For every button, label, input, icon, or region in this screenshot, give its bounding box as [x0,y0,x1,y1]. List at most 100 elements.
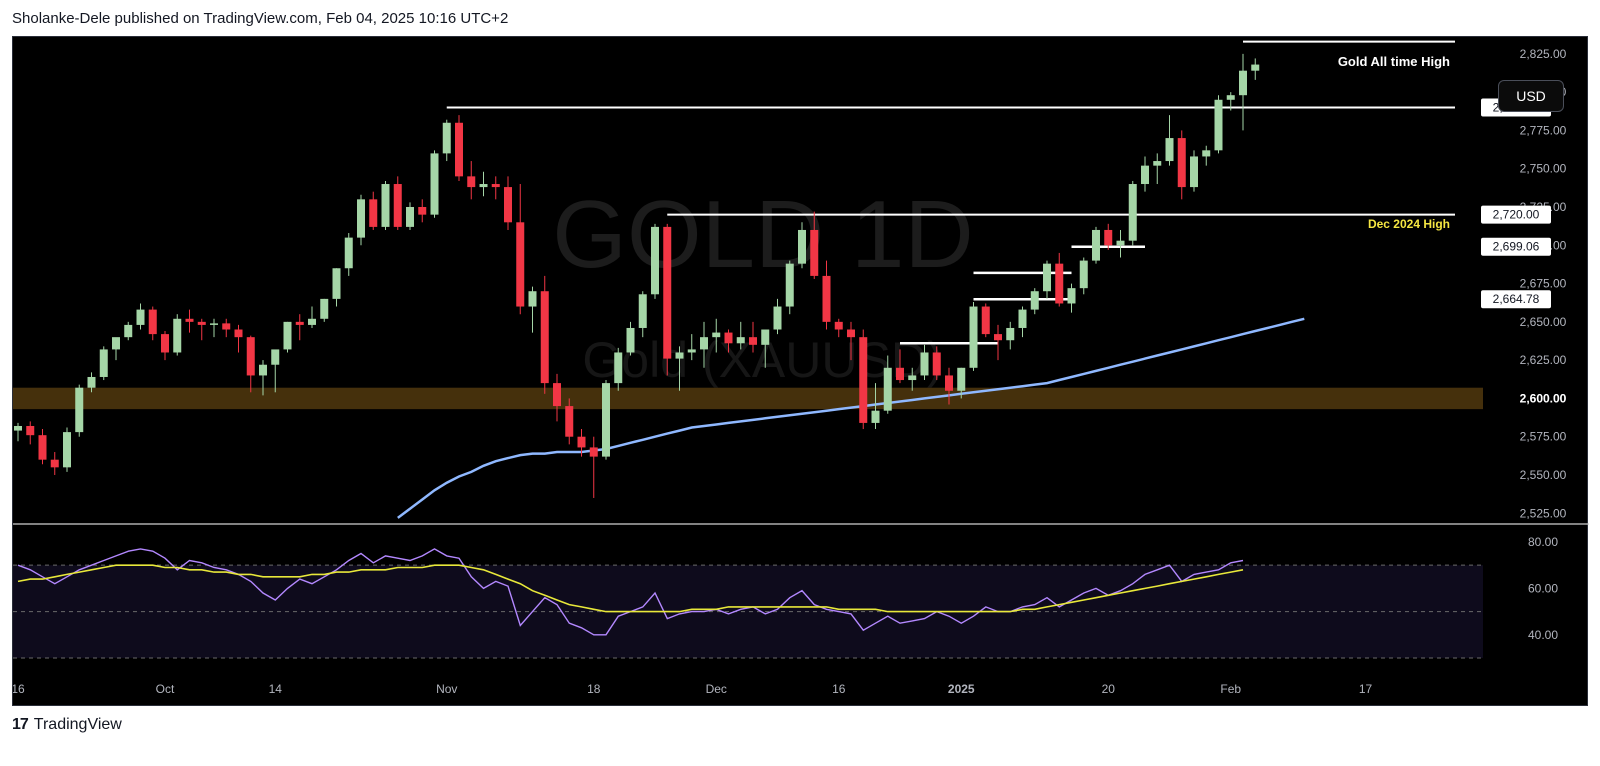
candle-body [295,321,304,325]
x-tick-label: Feb [1220,682,1241,696]
candle [1092,226,1100,264]
y-tick-label: 2,625.00 [1520,353,1567,367]
rsi-ma-line [17,564,1244,613]
candle-body [577,436,586,448]
candle-body [994,334,1002,341]
rsi-tick-label: 60.00 [1528,581,1558,595]
candle-body [1153,161,1162,166]
tradingview-logo-icon: 17 [12,716,29,733]
candle [50,452,59,475]
candle-body [1128,184,1137,241]
candle-body [528,291,537,307]
candle-body [1055,263,1064,304]
candle-body [418,206,427,215]
candle [1079,257,1088,295]
candle-body [75,387,84,433]
candle [26,421,35,445]
candle-body [663,226,672,359]
candle [847,321,855,361]
candle-body [798,229,806,264]
candle-body [14,425,22,431]
candle [810,211,819,279]
candle [136,303,145,330]
candle-body [712,332,721,338]
candle [651,223,659,299]
candle-body [626,327,635,353]
candle [1202,145,1211,166]
tradingview-footer[interactable]: 17 TradingView [12,716,122,734]
candle [883,355,892,414]
candle [589,436,598,498]
candle [455,115,463,181]
price-label: 2,699.06 [1493,240,1540,254]
candle [161,331,169,361]
y-tick-label: 2,550.00 [1520,468,1567,482]
candle [430,150,439,218]
candle [687,334,696,361]
candle-body [406,206,414,227]
candle-body [504,187,512,223]
candle [614,347,623,391]
candle [259,360,267,396]
price-label-2600: 2,600.00 [1520,391,1567,405]
candle-body [565,406,574,437]
candle-body [761,329,770,345]
candle [761,329,770,368]
y-tick-label: 2,650.00 [1520,315,1567,329]
chart-container[interactable]: GOLD 1D Gold (XAUUSD) 2,525.00 2,550.00 2,5… [11,36,1589,707]
candle-body [932,352,941,376]
candle [749,321,757,353]
currency-button[interactable]: USD [1498,80,1564,112]
candle-body [173,318,182,353]
candle [700,321,708,368]
candle-body [834,321,843,330]
candle [675,346,684,391]
candle [112,337,120,361]
candle [344,233,353,276]
candle [467,161,476,200]
candle-body [1018,309,1027,328]
y-tick-label: 2,675.00 [1520,277,1567,291]
candle [308,306,316,328]
candle [1239,53,1247,131]
candle-body [516,222,525,307]
candle [222,318,231,338]
candle-body [847,329,855,338]
candle-body [773,306,782,330]
y-tick-label: 2,575.00 [1520,430,1567,444]
candle-body [1177,138,1186,188]
candle-body [26,425,35,436]
candle-body [1043,263,1051,292]
candle [1251,58,1260,80]
candle-body [1251,64,1260,71]
candle [1006,321,1015,350]
candle-body [896,367,904,381]
candle-body [602,383,610,457]
y-tick-label: 2,525.00 [1520,506,1567,520]
candle [553,373,561,422]
candle-body [271,349,280,365]
candle-body [455,122,463,177]
candle-body [344,237,353,269]
price-label-box: 2,699.06 [1481,237,1551,256]
rsi-tick-label: 40.00 [1528,628,1558,642]
candle-body [332,268,341,299]
candle [442,119,451,162]
candle-body [724,332,733,344]
candle-body [700,337,708,350]
candle-body [785,263,794,307]
candle [1043,260,1051,299]
candle-body [1067,288,1076,304]
dec-high-label: Dec 2024 High [1368,217,1450,231]
candle-body [357,199,365,238]
candle [283,321,292,353]
candle [210,318,218,338]
y-tick-label: 2,825.00 [1520,47,1567,61]
candle [994,324,1002,361]
candle-body [1165,138,1174,162]
publish-attribution: Sholanke-Dele published on TradingView.c… [12,10,509,27]
candle-body [38,435,47,460]
candle [540,275,549,394]
candle-body [540,291,549,384]
